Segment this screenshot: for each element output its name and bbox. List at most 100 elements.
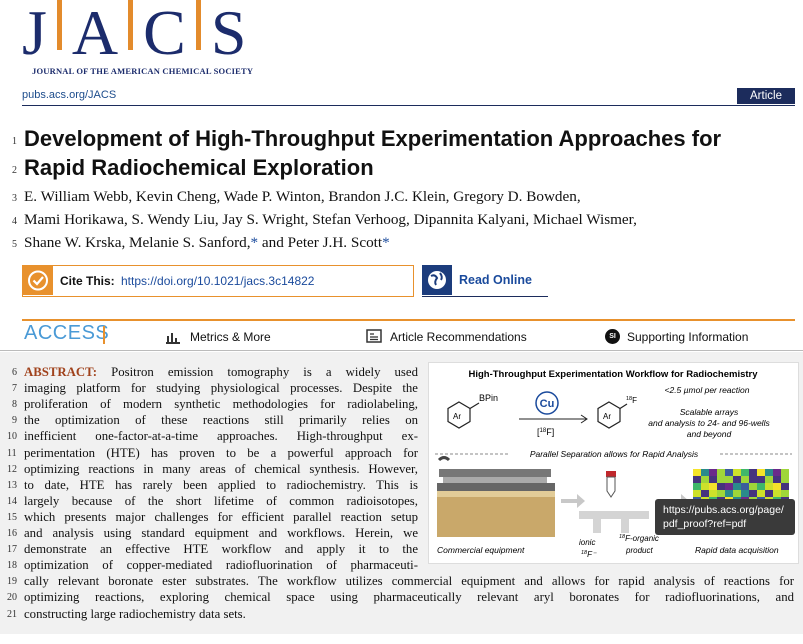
line-number: 4: [12, 216, 17, 227]
fluorine-label: 18F: [626, 396, 637, 405]
line-number: 20: [7, 592, 17, 604]
abstract-line: largely because of the short lifetime of…: [24, 493, 418, 509]
line-number: 14: [7, 495, 17, 507]
sup: 18: [540, 428, 547, 434]
line-number: 3: [12, 193, 17, 204]
scale-note: <2.5 µmol per reaction: [665, 385, 750, 395]
text: [: [537, 427, 540, 437]
abstract-text: and analysis using standard equipment an…: [24, 526, 418, 540]
abstract-text: perimentation (HTE) has proven to be a p…: [24, 445, 418, 460]
abstract-text: optimizing reactions in many areas of ch…: [24, 461, 418, 476]
heat-cell: [749, 469, 757, 476]
heat-cell: [765, 469, 773, 476]
organic-label: product: [625, 546, 653, 555]
line-number: 10: [7, 431, 17, 443]
heat-cell: [757, 476, 765, 483]
split-arrow: [579, 511, 649, 533]
heat-cell: [693, 469, 701, 476]
journal-url[interactable]: pubs.acs.org/JACS: [22, 89, 117, 101]
heat-cell: [741, 483, 749, 490]
sup: 18: [581, 550, 588, 556]
cite-box: Cite This: https://doi.org/10.1021/jacs.…: [22, 265, 414, 297]
abstract-text: optimizing reactions, exploring chemical…: [24, 590, 794, 605]
label-back: [509, 448, 719, 460]
read-online[interactable]: Read Online: [422, 265, 548, 297]
author-line: Shane W. Krska, Melanie S. Sanford,* and…: [24, 234, 390, 252]
line-number: 17: [7, 544, 17, 556]
heat-cell: [717, 476, 725, 483]
abstract-line: the optimization of these reactions stil…: [24, 412, 418, 428]
heat-cell: [725, 490, 733, 497]
heat-cell: [741, 469, 749, 476]
abstract-line: optimizing reactions in many areas of ch…: [24, 461, 418, 477]
ionic-label: 18F⁻: [581, 550, 597, 559]
heat-cell: [765, 476, 773, 483]
heat-cell: [781, 476, 789, 483]
society-name: JOURNAL OF THE AMERICAN CHEMICAL SOCIETY: [32, 66, 254, 76]
read-online-label: Read Online: [459, 273, 532, 287]
access-item[interactable]: Article Recommendations: [390, 330, 527, 344]
access-item[interactable]: Supporting Information: [627, 330, 749, 344]
heat-cell: [717, 490, 725, 497]
heat-cell: [757, 490, 765, 497]
abstract-label: ABSTRACT:: [24, 365, 98, 379]
acquisition-caption: Rapid data acquisition: [695, 545, 779, 555]
heat-cell: [741, 490, 749, 497]
url-tooltip: https://pubs.acs.org/page/ pdf_proof?ref…: [655, 499, 795, 535]
heat-cell: [749, 476, 757, 483]
organic-label: 18F-organic: [619, 534, 659, 543]
heat-cell: [693, 490, 701, 497]
heat-cell: [733, 476, 741, 483]
abstract-line: and analysis using standard equipment an…: [24, 525, 418, 541]
title-line: Rapid Radiochemical Exploration: [24, 155, 374, 180]
abstract-line: inefficient one-factor-at-a-time approac…: [24, 428, 418, 444]
line-number: 6: [12, 367, 17, 378]
corresponding-mark: *: [382, 234, 390, 251]
heat-cell: [781, 469, 789, 476]
heat-cell: [717, 469, 725, 476]
author-names: Mami Horikawa, S. Wendy Liu, Jay S. Wrig…: [24, 211, 637, 228]
boron-label: BPin: [479, 393, 498, 403]
abstract-line: proliferation of modern synthetic method…: [24, 396, 418, 412]
si-icon: SI: [605, 329, 620, 344]
abstract-text: Positron emission tomography is a widely…: [111, 365, 418, 379]
line-number: 8: [12, 399, 17, 411]
access-bottom-rule: [0, 350, 803, 351]
abstract-line: cally relevant boronate ester substrates…: [24, 573, 794, 589]
recommend-icon: [366, 329, 382, 343]
logo-letter: C: [143, 0, 186, 68]
access-rule: [22, 319, 795, 321]
author-names: E. William Webb, Kevin Cheng, Wade P. Wi…: [24, 188, 581, 205]
abstract-line: to date, HTE has rarely been applied to …: [24, 477, 418, 493]
line-number: 2: [12, 165, 17, 176]
abstract-line: ABSTRACT: Positron emission tomography i…: [24, 364, 418, 380]
cite-doi[interactable]: https://doi.org/10.1021/jacs.3c14822: [121, 274, 315, 288]
abstract-text: imaging platform for studying physiologi…: [24, 381, 418, 396]
reaction-arrow: [519, 414, 588, 424]
metrics-icon: [166, 333, 180, 344]
aryl-label: Ar: [603, 412, 611, 421]
text: F-organic: [625, 534, 659, 543]
heat-cell: [733, 490, 741, 497]
sup: 18: [619, 534, 626, 540]
article-type: Article: [737, 88, 795, 104]
vial: [606, 476, 616, 498]
separation-note: Parallel Separation allows for Rapid Ana…: [530, 449, 699, 459]
author-names: and Peter J.H. Scott: [258, 234, 383, 251]
access-item[interactable]: Metrics & More: [190, 330, 271, 344]
heat-cell: [733, 483, 741, 490]
line-number: 1: [12, 136, 17, 147]
heat-cell: [781, 483, 789, 490]
logo-letter: J: [22, 0, 47, 68]
abstract-text: cally relevant boronate ester substrates…: [24, 574, 794, 589]
bond: [619, 403, 628, 410]
tooltip-line: pdf_proof?ref=pdf: [663, 518, 747, 530]
heat-cell: [709, 469, 717, 476]
catalyst-label: Cu: [540, 398, 555, 410]
line-number: 13: [7, 479, 17, 491]
globe: [428, 271, 446, 289]
abstract-text: inefficient one-factor-at-a-time approac…: [24, 429, 418, 444]
text: F⁻: [587, 550, 597, 559]
